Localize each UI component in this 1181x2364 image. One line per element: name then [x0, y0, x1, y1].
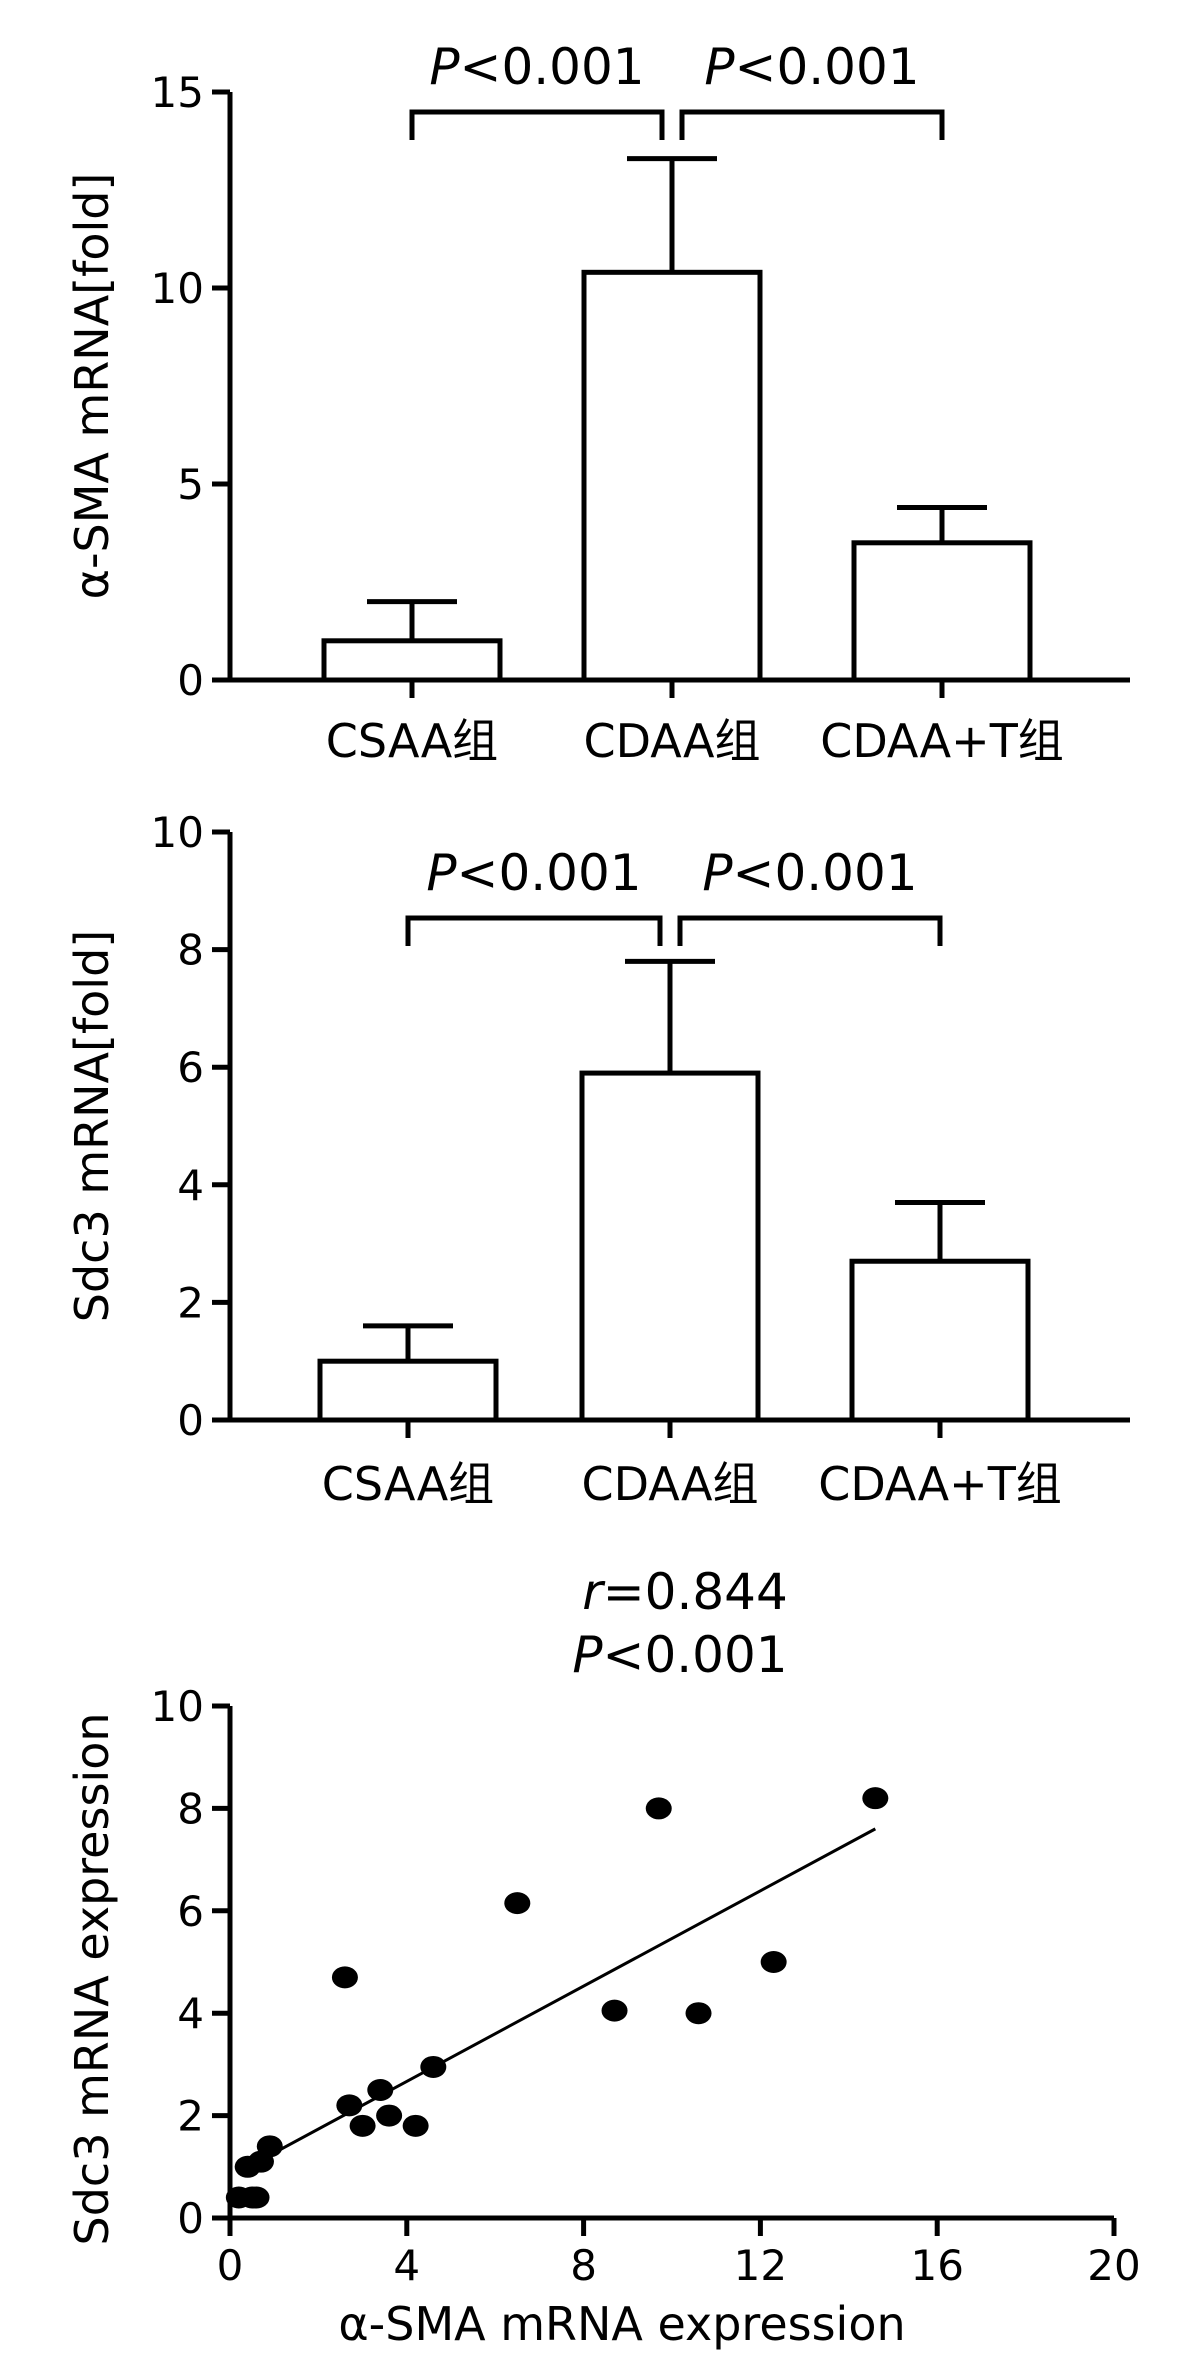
significance-label: P<0.001 [702, 844, 917, 902]
significance-bracket [677, 915, 943, 946]
x-category-label: CSAA组 [322, 1457, 494, 1511]
significance-bracket [409, 109, 665, 140]
scatter-point [402, 2114, 429, 2137]
significance-bracket [405, 915, 663, 946]
y-tick-label: 0 [177, 656, 204, 705]
y-axis-title: Sdc3 mRNA expression [65, 1713, 119, 2246]
significance-label: P<0.001 [426, 844, 641, 902]
y-tick-label: 6 [177, 1043, 204, 1092]
x-tick-label: 4 [393, 2241, 420, 2290]
y-tick-label: 10 [151, 264, 204, 313]
significance-label-rest: <0.001 [457, 844, 642, 902]
y-tick-label: 0 [177, 2194, 204, 2243]
scatter-point [367, 2079, 394, 2101]
correlation-r-label-italic: r [582, 1563, 606, 1621]
y-tick-label: 0 [177, 1396, 204, 1445]
significance-label-italic: P [426, 844, 457, 902]
y-tick-label: 10 [151, 1682, 204, 1731]
scatter-point [685, 2002, 712, 2025]
bar-2 [851, 540, 1033, 683]
y-tick-label: 2 [177, 2092, 204, 2141]
bar-2 [849, 1258, 1031, 1423]
x-category-label: CDAA组 [582, 1457, 759, 1511]
significance-label: P<0.001 [704, 38, 919, 96]
scatter-point [601, 1999, 628, 2022]
correlation-r-label-rest: =0.844 [603, 1563, 788, 1621]
x-tick-label: 12 [734, 2241, 787, 2290]
x-category-label: CDAA+T组 [818, 1457, 1062, 1511]
scatter-point [645, 1797, 672, 1820]
y-tick-label: 15 [151, 68, 204, 117]
significance-label: P<0.001 [429, 38, 644, 96]
x-tick-label: 20 [1087, 2241, 1140, 2290]
scatter-point [256, 2135, 283, 2158]
y-axis-title: Sdc3 mRNA[fold] [65, 930, 119, 1322]
scatter-point [862, 1787, 889, 1810]
scatter-point [331, 1966, 358, 1989]
bar-0 [317, 1358, 499, 1423]
y-axis-title: α-SMA mRNA[fold] [65, 173, 119, 600]
scatter-point [420, 2055, 447, 2078]
x-tick-label: 16 [910, 2241, 963, 2290]
y-tick-label: 2 [177, 1278, 204, 1327]
significance-label-rest: <0.001 [460, 38, 645, 96]
x-category-label: CDAA组 [584, 714, 761, 768]
correlation-p-label-rest: <0.001 [603, 1626, 788, 1684]
x-category-label: CSAA组 [326, 714, 498, 768]
correlation-p-label: P<0.001 [572, 1626, 787, 1684]
bar-1 [579, 1070, 761, 1423]
y-tick-label: 4 [177, 1161, 204, 1210]
y-tick-label: 10 [151, 808, 204, 857]
correlation-p-label-italic: P [572, 1626, 603, 1684]
significance-bracket [679, 109, 945, 140]
correlation-scatter-plot: 0 2 4 6 8 10 0 4 8 12 16 20 α-SMA mRNA expression Sdc… [65, 1563, 1141, 2351]
x-tick-label: 8 [570, 2241, 597, 2290]
y-tick-label: 4 [177, 1989, 204, 2038]
significance-label-rest: <0.001 [735, 38, 920, 96]
bar-1 [581, 269, 763, 683]
alpha-sma-bar-chart: 0 5 10 15 α-SMA mRNA[fold] CSAA组 CDAA组 CDAA+T组 P… [65, 38, 1130, 768]
scatter-point [376, 2104, 403, 2127]
significance-label-rest: <0.001 [733, 844, 918, 902]
scatter-point [243, 2186, 270, 2209]
scatter-point [504, 1892, 531, 1915]
y-tick-label: 8 [177, 1784, 204, 1833]
significance-label-italic: P [429, 38, 460, 96]
x-category-label: CDAA+T组 [820, 714, 1064, 768]
y-tick-label: 6 [177, 1887, 204, 1936]
bar-0 [321, 638, 503, 683]
significance-label-italic: P [704, 38, 735, 96]
correlation-r-label: r=0.844 [582, 1563, 788, 1621]
significance-label-italic: P [702, 844, 733, 902]
scatter-point [336, 2094, 363, 2117]
y-tick-label: 5 [177, 460, 204, 509]
scatter-point [760, 1951, 787, 1973]
x-axis-title: α-SMA mRNA expression [338, 2297, 905, 2351]
regression-line [238, 1827, 877, 2174]
x-tick-label: 0 [217, 2241, 244, 2290]
sdc3-bar-chart: 0 2 4 6 8 10 Sdc3 mRNA[fold] CSAA组 CDAA组 CDAA+T组 P… [65, 808, 1130, 1511]
y-tick-label: 8 [177, 926, 204, 975]
scatter-point [349, 2114, 376, 2137]
